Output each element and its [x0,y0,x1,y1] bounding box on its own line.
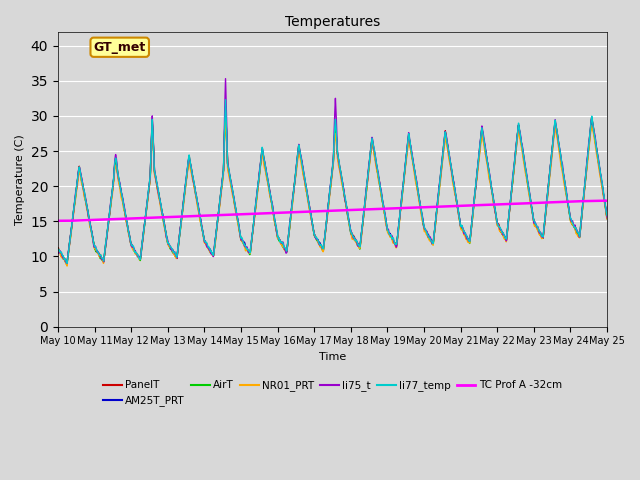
AM25T_PRT [54,248,61,253]
li75_t [555,142,563,148]
li77_temp [555,142,563,147]
Line: li75_t: li75_t [58,79,607,264]
PanelT [493,216,500,221]
TC Prof A -32cm [57,218,65,224]
NR01_PRT [361,204,369,210]
X-axis label: Time: Time [319,352,346,362]
AM25T_PRT [361,204,369,209]
li77_temp [493,215,500,221]
PanelT [604,216,611,221]
AirT [604,215,611,220]
Line: NR01_PRT: NR01_PRT [58,114,607,266]
li75_t [570,223,578,229]
NR01_PRT [54,249,61,255]
Line: TC Prof A -32cm: TC Prof A -32cm [58,201,607,221]
AM25T_PRT [570,225,578,230]
NR01_PRT [570,224,578,230]
li77_temp [207,249,215,254]
PanelT [221,104,229,109]
AM25T_PRT [221,104,229,109]
li77_temp [604,213,611,218]
AM25T_PRT [604,216,611,221]
PanelT [361,203,369,208]
NR01_PRT [207,251,215,256]
PanelT [349,232,356,238]
li75_t [493,215,500,221]
li75_t [54,250,61,255]
AM25T_PRT [207,250,215,255]
Legend: PanelT, AM25T_PRT, AirT, NR01_PRT, li75_t, li77_temp, TC Prof A -32cm: PanelT, AM25T_PRT, AirT, NR01_PRT, li75_… [99,376,566,410]
AM25T_PRT [63,260,71,265]
li75_t [207,251,215,257]
Title: Temperatures: Temperatures [285,15,380,29]
NR01_PRT [63,263,71,269]
li75_t [349,233,356,239]
PanelT [555,143,563,148]
TC Prof A -32cm [570,199,578,204]
li75_t [221,76,229,82]
TC Prof A -32cm [54,218,61,224]
AirT [221,104,229,109]
PanelT [207,250,215,255]
AirT [493,216,500,222]
li77_temp [361,201,369,207]
NR01_PRT [349,236,356,241]
Line: li77_temp: li77_temp [58,100,607,264]
Text: GT_met: GT_met [93,41,146,54]
NR01_PRT [493,217,500,223]
li77_temp [63,261,71,266]
NR01_PRT [604,216,611,222]
AirT [349,233,356,239]
PanelT [54,245,61,251]
TC Prof A -32cm [555,199,563,205]
AirT [63,261,70,267]
li77_temp [570,224,578,229]
li77_temp [54,247,61,252]
li75_t [63,261,70,266]
TC Prof A -32cm [492,202,500,207]
NR01_PRT [221,111,229,117]
AM25T_PRT [493,216,500,222]
TC Prof A -32cm [601,198,609,204]
AirT [54,246,61,252]
AM25T_PRT [349,233,356,239]
Line: AirT: AirT [58,107,607,264]
AirT [555,144,563,149]
PanelT [570,223,578,229]
TC Prof A -32cm [349,207,356,213]
AirT [207,250,215,256]
Line: PanelT: PanelT [58,107,607,263]
TC Prof A -32cm [207,213,215,218]
TC Prof A -32cm [604,198,611,204]
li75_t [361,202,369,207]
AM25T_PRT [555,144,563,150]
li77_temp [349,233,356,239]
PanelT [63,260,70,265]
Y-axis label: Temperature (C): Temperature (C) [15,134,25,225]
Line: AM25T_PRT: AM25T_PRT [58,107,607,263]
NR01_PRT [555,148,563,154]
AirT [570,224,578,230]
li75_t [604,215,611,220]
TC Prof A -32cm [360,206,368,212]
AirT [361,203,369,209]
li77_temp [221,97,229,103]
